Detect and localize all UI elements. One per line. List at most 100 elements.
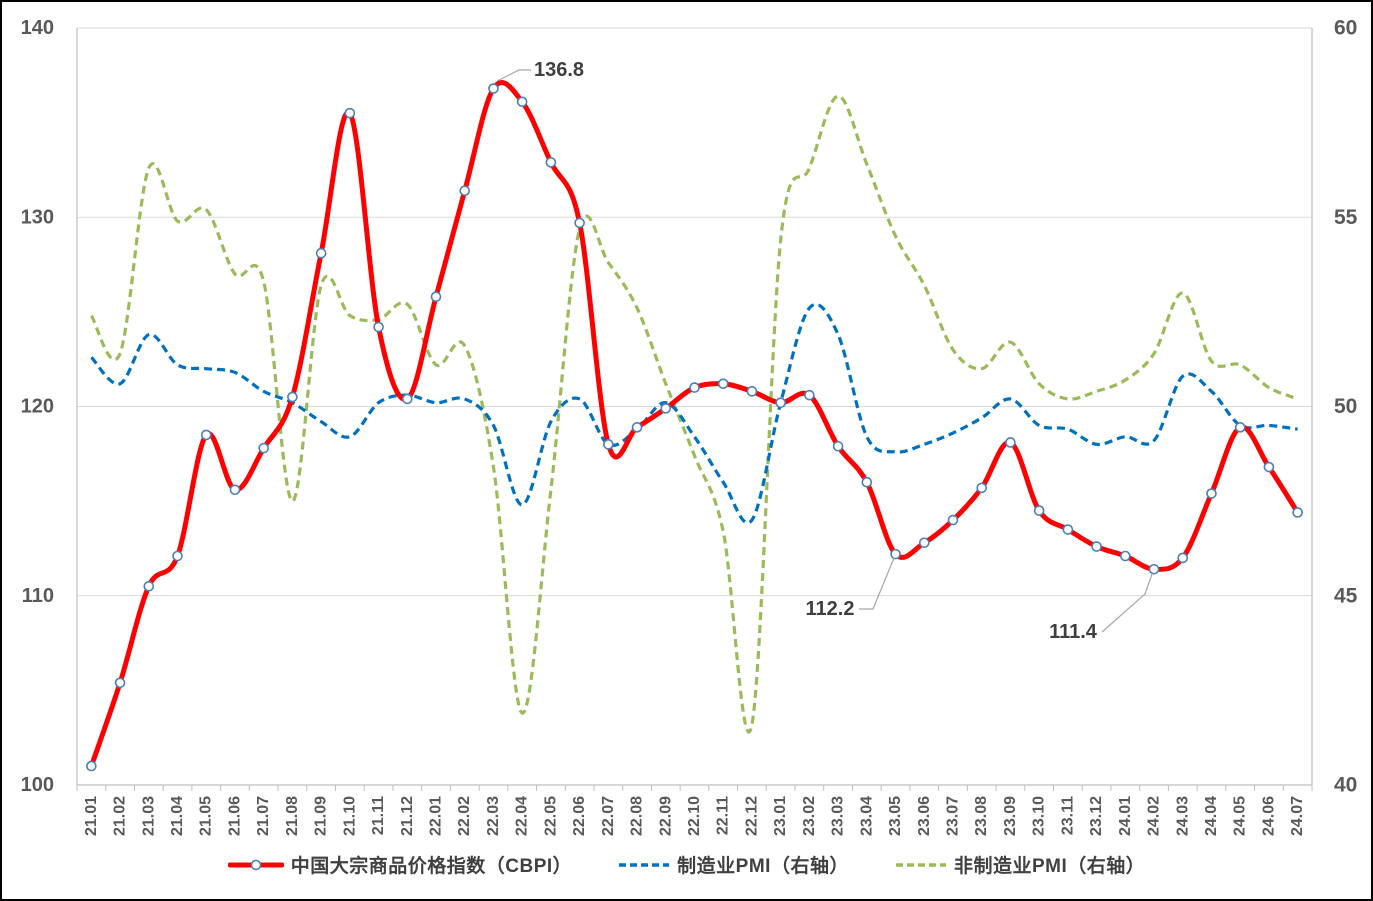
data-point-marker-cbpi [1091, 541, 1102, 552]
data-point-marker-cbpi [430, 291, 442, 303]
data-point-marker-cbpi [344, 107, 356, 119]
data-point-marker-cbpi [1005, 437, 1016, 448]
data-point-marker-cbpi [775, 397, 786, 409]
data-point-marker-cbpi [1062, 524, 1074, 535]
data-point-marker-cbpi [717, 378, 729, 390]
x-axis-label: 23.07 [944, 796, 961, 836]
x-axis-label: 21.09 [313, 796, 330, 836]
y-axis-label-right: 50 [1334, 395, 1357, 418]
x-axis-label: 21.11 [370, 796, 387, 835]
data-point-marker-cbpi [1177, 552, 1189, 564]
annotation-leader-line [496, 69, 531, 82]
x-axis-label: 21.05 [198, 796, 215, 836]
data-point-marker-cbpi [1033, 505, 1045, 516]
data-point-marker-cbpi [488, 83, 499, 94]
data-point-marker-cbpi [947, 514, 959, 526]
x-axis-label: 21.01 [83, 796, 100, 836]
data-point-marker-cbpi [258, 442, 269, 454]
legend-item-non-manufacturing-pmi[interactable]: 非制造业PMI（右轴） [895, 851, 1145, 878]
y-axis-label-right: 45 [1334, 584, 1358, 607]
x-axis-label: 21.02 [112, 796, 129, 836]
data-point-marker-cbpi [861, 476, 873, 488]
data-point-marker-cbpi [1234, 422, 1246, 433]
data-point-marker-cbpi [373, 321, 384, 333]
x-axis-label: 24.06 [1260, 796, 1277, 836]
data-point-marker-cbpi [287, 391, 298, 403]
x-axis-label: 21.12 [399, 796, 416, 836]
x-axis-label: 21.07 [255, 796, 272, 836]
data-point-marker-cbpi [1206, 488, 1217, 499]
data-point-marker-cbpi [689, 382, 700, 393]
legend-item-manufacturing-pmi[interactable]: 制造业PMI（右轴） [618, 851, 849, 878]
x-axis-label: 23.04 [858, 796, 875, 836]
data-point-marker-cbpi [976, 482, 988, 494]
annotation-label: 112.2 [806, 598, 855, 620]
x-axis-label: 23.01 [772, 796, 789, 836]
data-point-marker-cbpi [574, 217, 585, 229]
annotation-label: 111.4 [1049, 621, 1098, 643]
data-point-marker-cbpi [631, 422, 643, 433]
annotation-leader-line [1101, 573, 1153, 633]
y-axis-label-left: 100 [21, 774, 54, 796]
annotation-leader-line [859, 557, 895, 610]
non-manufacturing-pmi-line-swatch [895, 862, 946, 867]
data-point-marker-cbpi [172, 550, 183, 562]
x-axis-label: 22.04 [514, 796, 531, 836]
x-axis-label: 21.06 [226, 796, 243, 836]
data-point-marker-cbpi [1148, 563, 1160, 575]
annotation-label: 136.8 [534, 59, 584, 81]
legend-label-cbpi: 中国大宗商品价格指数（CBPI） [290, 856, 573, 877]
data-point-marker-cbpi [890, 548, 901, 560]
series-line-manufacturing-pmi [90, 302, 1298, 525]
x-axis-label: 24.04 [1203, 796, 1220, 836]
x-axis-label: 24.07 [1289, 796, 1306, 836]
data-point-marker-cbpi [804, 389, 815, 401]
legend-item-cbpi[interactable]: 中国大宗商品价格指数（CBPI） [227, 851, 573, 878]
series-line-non-manufacturing-pmi [89, 94, 1299, 734]
y-axis-label-right: 55 [1334, 206, 1358, 229]
x-axis-label: 22.10 [686, 796, 703, 836]
data-point-marker-cbpi [918, 537, 930, 549]
y-axis-label-right: 40 [1334, 774, 1357, 797]
x-axis-label: 22.09 [657, 796, 674, 836]
data-point-marker-cbpi [200, 429, 212, 441]
x-axis-label: 23.11 [1059, 796, 1076, 835]
data-point-marker-cbpi [143, 580, 155, 592]
x-axis-label: 22.08 [629, 796, 646, 836]
legend-label-manufacturing-pmi: 制造业PMI（右轴） [677, 856, 849, 877]
x-axis-label: 23.12 [1088, 796, 1105, 836]
data-point-marker-cbpi [1120, 550, 1131, 562]
x-axis-label: 22.12 [743, 796, 760, 836]
x-axis-label: 24.02 [1146, 796, 1163, 836]
x-axis-label: 23.06 [916, 796, 933, 836]
cbpi-line-swatch [227, 859, 284, 870]
data-point-marker-cbpi [114, 677, 126, 689]
x-axis-label: 23.08 [973, 796, 990, 836]
data-point-marker-cbpi [459, 185, 471, 197]
x-axis-label: 23.10 [1031, 796, 1048, 836]
x-axis-label: 21.08 [284, 796, 301, 836]
y-axis-label-left: 130 [21, 206, 54, 228]
data-point-marker-cbpi [603, 439, 614, 450]
manufacturing-pmi-line-swatch [619, 862, 670, 867]
x-axis-label: 22.01 [428, 796, 445, 836]
x-axis-label: 21.04 [169, 796, 186, 836]
x-axis-label: 24.03 [1174, 796, 1191, 836]
series-line-cbpi [88, 80, 1301, 769]
data-point-marker-cbpi [86, 760, 97, 772]
data-point-marker-cbpi [660, 403, 672, 414]
x-axis-label: 22.11 [715, 796, 732, 835]
data-point-marker-cbpi [545, 157, 557, 168]
data-point-marker-cbpi [832, 440, 844, 452]
data-point-marker-cbpi [746, 386, 758, 397]
x-axis-label: 23.05 [887, 796, 904, 836]
x-axis-label: 21.03 [140, 796, 157, 836]
x-axis-label: 22.02 [456, 796, 473, 836]
data-point-marker-cbpi [1263, 461, 1275, 473]
x-axis-label: 22.06 [571, 796, 588, 836]
legend-label-non-manufacturing-pmi: 非制造业PMI（右轴） [953, 856, 1146, 877]
data-point-marker-cbpi [516, 96, 528, 108]
x-axis-label: 24.01 [1117, 796, 1134, 836]
x-axis-label: 23.02 [801, 796, 818, 836]
